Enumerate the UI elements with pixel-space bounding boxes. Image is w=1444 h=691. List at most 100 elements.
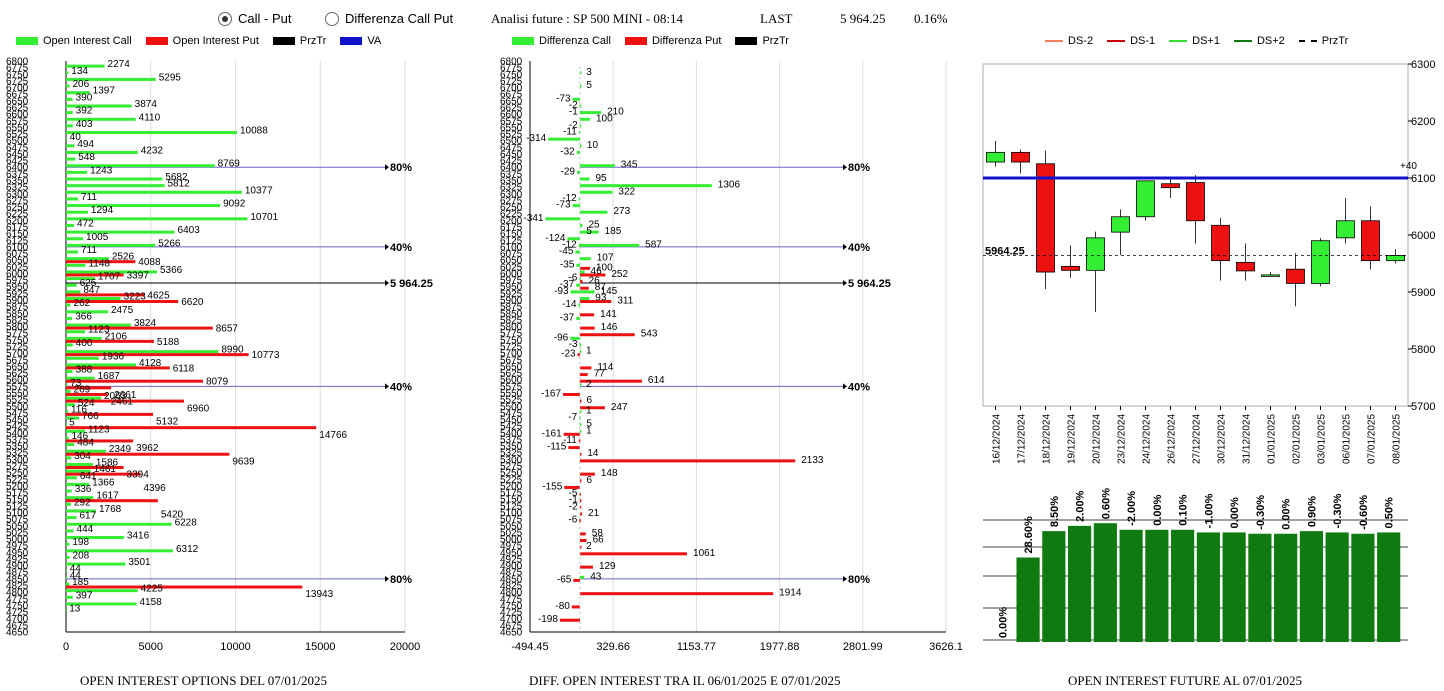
p2-y-tick: 5600 (500, 375, 523, 386)
p2-call-bar (579, 297, 590, 301)
p1-call-label: 5366 (160, 265, 183, 276)
p1-y-tick: 4675 (6, 621, 29, 632)
p2-y-tick: 6125 (500, 236, 523, 247)
p2-call-bar (576, 283, 580, 287)
p2-y-tick: 4900 (500, 561, 523, 572)
p1-call-bar (66, 184, 165, 188)
p1-x-tick: 15000 (305, 641, 336, 653)
p1-call-label: 3824 (134, 318, 157, 329)
p3-date-label: 07/01/2025 (1367, 414, 1378, 464)
p1-call-bar (66, 197, 79, 201)
p1-call-bar (66, 350, 219, 354)
p1-put-label: 9639 (232, 456, 255, 467)
p2-y-tick: 4725 (500, 608, 523, 619)
p1-call-bar (66, 217, 248, 221)
p2-y-tick: 6225 (500, 209, 523, 220)
p3-date-label: 17/12/2024 (1017, 414, 1028, 464)
p2-y-tick: 6575 (500, 116, 523, 127)
p3-oi-bar (1325, 532, 1349, 642)
p2-y-tick: 5900 (500, 296, 523, 307)
p2-call-bar (579, 124, 582, 128)
p1-call-label: 2063 (104, 391, 127, 402)
p1-put-bar (66, 326, 213, 330)
p2-value-label: 129 (599, 561, 616, 572)
p3-candle-body (1086, 237, 1105, 271)
p1-call-bar (66, 502, 71, 506)
p2-value-label: 87 (595, 282, 607, 293)
p2-x-tick: -494.45 (511, 641, 548, 653)
p2-y-tick: 6450 (500, 149, 523, 160)
p2-y-tick: 5075 (500, 515, 523, 526)
p3-oi-bar (1196, 532, 1220, 642)
p1-call-bar (66, 177, 163, 181)
p1-call-label: 2526 (112, 252, 135, 263)
p3-y-tick: 5900 (1411, 287, 1435, 299)
p2-value-label: -314 (526, 133, 546, 144)
p1-call-label: 392 (76, 106, 93, 117)
p1-y-tick: 5250 (6, 468, 29, 479)
p3-oi-bar (1093, 523, 1117, 642)
p2-y-tick: 5475 (500, 408, 523, 419)
p1-call-label: 3501 (128, 557, 151, 568)
p3-candle-body (1111, 216, 1130, 233)
p1-put-bar (66, 386, 112, 390)
legend-label: PrzTr (762, 35, 789, 47)
p2-value-label: -3 (569, 339, 578, 350)
p2-value-label: 210 (607, 107, 624, 118)
p2-call-bar (579, 257, 591, 261)
p1-x-tick: 20000 (390, 641, 421, 653)
p2-y-tick: 6250 (500, 203, 523, 214)
p2-y-tick: 4800 (500, 588, 523, 599)
p1-call-label: 292 (74, 497, 91, 508)
p1-call-bar (66, 243, 156, 247)
legend-label: Differenza Call (539, 35, 611, 47)
p2-call-bar (575, 250, 580, 254)
p1-call-bar (66, 509, 96, 513)
p2-value-label: 252 (611, 269, 628, 280)
p1-y-tick: 4775 (6, 594, 29, 605)
p1-ref-arrow (385, 279, 389, 286)
p1-call-label: 1617 (96, 491, 119, 502)
p2-call-bar (567, 237, 580, 241)
p1-call-bar (66, 363, 136, 367)
p1-call-label: 44 (70, 570, 82, 581)
p1-call-label: 444 (77, 524, 94, 535)
p3-candle-body (1036, 163, 1055, 273)
radio-call-put-label: Call - Put (238, 11, 292, 26)
radio-differenza[interactable]: Differenza Call Put (325, 11, 453, 26)
p1-y-tick: 5625 (6, 369, 29, 380)
legend-swatch (1169, 40, 1188, 42)
p3-date-label: 26/12/2024 (1167, 414, 1178, 464)
p1-call-label: 208 (73, 550, 90, 561)
radio-off-icon (325, 11, 339, 26)
p1-put-label: 4396 (144, 483, 167, 494)
p2-y-tick: 5675 (500, 355, 523, 366)
p2-x-tick: 1153.77 (677, 641, 716, 653)
p1-y-tick: 6600 (6, 110, 29, 121)
p2-y-tick: 4650 (500, 628, 523, 639)
p1-call-label: 3223 (124, 292, 147, 303)
p2-y-tick: 6750 (500, 70, 523, 81)
p1-call-label: 625 (80, 278, 97, 289)
p1-call-bar (66, 549, 173, 553)
p3-y-tick: 6300 (1411, 59, 1435, 71)
p1-call-label: 5 (69, 418, 75, 429)
p1-y-tick: 5525 (6, 395, 29, 406)
p2-y-tick: 5525 (500, 395, 523, 406)
p1-call-label: 4158 (139, 597, 162, 608)
p1-call-label: 5682 (165, 172, 188, 183)
p3-oi-bar (1248, 533, 1272, 642)
p3-date-label: 18/12/2024 (1042, 414, 1053, 464)
p2-value-label: 1 (586, 425, 592, 436)
p1-call-bar (66, 389, 71, 393)
p2-value-label: -23 (561, 349, 576, 360)
p2-y-tick: 5150 (500, 495, 523, 506)
p1-call-bar (66, 536, 124, 540)
radio-call-put[interactable]: Call - Put (218, 11, 291, 26)
p2-y-tick: 6425 (500, 156, 523, 167)
p1-y-tick: 5425 (6, 422, 29, 433)
footer-diff-oi: DIFF. OPEN INTEREST TRA IL 06/01/2025 E … (529, 673, 841, 688)
p1-call-bar (66, 237, 84, 241)
p2-value-label: 93 (595, 293, 607, 304)
p3-y-tick: 5800 (1411, 344, 1435, 356)
